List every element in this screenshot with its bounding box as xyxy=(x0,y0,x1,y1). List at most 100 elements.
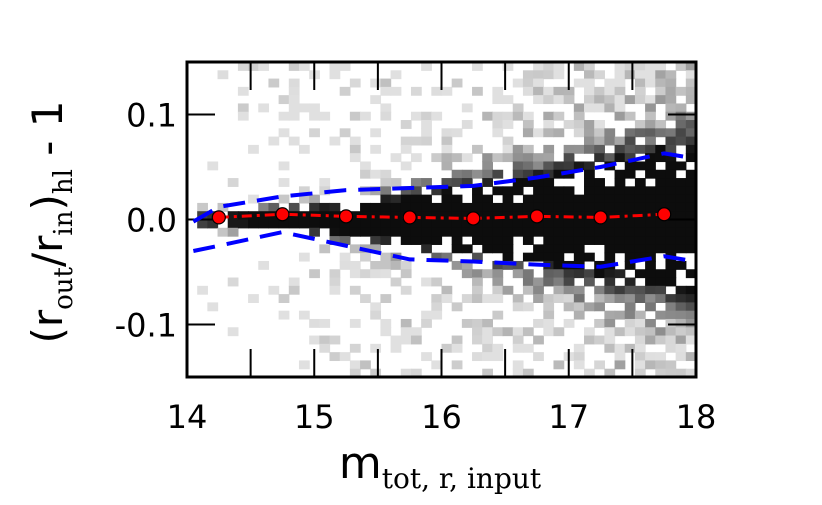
heatmap-cell xyxy=(614,211,626,221)
heatmap-cell xyxy=(645,120,656,129)
heatmap-cell xyxy=(451,153,463,163)
heatmap-cell xyxy=(512,186,524,196)
heatmap-cell xyxy=(685,327,696,337)
heatmap-cell xyxy=(421,236,432,245)
heatmap-cell xyxy=(685,202,696,212)
heatmap-cell xyxy=(634,285,646,295)
heatmap-cell xyxy=(584,194,595,204)
heatmap-cell xyxy=(410,335,422,345)
heatmap-cell xyxy=(370,302,382,312)
heatmap-cell xyxy=(665,153,677,163)
heatmap-cell xyxy=(543,178,555,187)
heatmap-cell xyxy=(248,194,259,204)
heatmap-cell xyxy=(685,269,696,279)
heatmap-cell xyxy=(553,70,565,80)
heatmap-cell xyxy=(461,260,473,270)
heatmap-cell xyxy=(675,285,687,295)
heatmap-cell xyxy=(614,78,626,88)
heatmap-cell xyxy=(512,343,524,353)
median-point xyxy=(338,209,354,224)
heatmap-cell xyxy=(380,103,392,113)
heatmap-cell xyxy=(675,103,687,113)
heatmap-cell xyxy=(482,111,493,121)
heatmap-cell xyxy=(655,327,667,337)
heatmap-cell xyxy=(675,219,687,229)
heatmap-cell xyxy=(634,318,646,328)
heatmap-cell xyxy=(584,335,595,345)
heatmap-cell xyxy=(360,169,371,179)
heatmap-cell xyxy=(563,219,575,229)
heatmap-cell xyxy=(522,153,534,163)
heatmap-cell xyxy=(563,194,575,204)
heatmap-cell xyxy=(614,111,626,121)
heatmap-cell xyxy=(360,252,371,262)
heatmap-cell xyxy=(533,194,544,204)
heatmap-cell xyxy=(573,219,585,229)
heatmap-cell xyxy=(217,227,229,237)
y-axis-label-sub-in: in xyxy=(49,210,79,235)
heatmap-cell xyxy=(533,186,544,196)
heatmap-cell xyxy=(573,144,585,154)
heatmap-cell xyxy=(655,277,667,287)
heatmap-cell xyxy=(665,260,677,270)
heatmap-cell xyxy=(655,153,667,163)
heatmap-cell xyxy=(665,227,677,237)
heatmap-cell xyxy=(685,211,696,221)
heatmap-cell xyxy=(431,186,443,196)
heatmap-cell xyxy=(482,269,493,279)
heatmap-cell xyxy=(258,62,270,71)
heatmap-cell xyxy=(624,111,636,121)
heatmap-cell xyxy=(563,86,575,96)
heatmap-cell xyxy=(309,111,320,121)
heatmap-cell xyxy=(584,252,595,262)
heatmap-cell xyxy=(349,153,361,163)
heatmap-cell xyxy=(533,70,544,80)
heatmap-cell xyxy=(441,153,453,163)
heatmap-cell xyxy=(380,318,392,328)
heatmap-cell xyxy=(645,277,656,287)
heatmap-cell xyxy=(298,219,310,229)
heatmap-cell xyxy=(533,86,544,96)
heatmap-cell xyxy=(634,327,646,337)
heatmap-cell xyxy=(329,236,341,245)
heatmap-cell xyxy=(278,194,290,204)
heatmap-cell xyxy=(522,194,534,204)
heatmap-cell xyxy=(380,219,392,229)
heatmap-cell xyxy=(573,360,585,370)
heatmap-cell xyxy=(451,194,463,204)
heatmap-cell xyxy=(665,335,677,345)
heatmap-cell xyxy=(594,335,605,345)
heatmap-cell xyxy=(248,219,259,229)
heatmap-cell xyxy=(451,335,463,345)
heatmap-cell xyxy=(634,144,646,154)
heatmap-cell xyxy=(502,285,514,295)
heatmap-cell xyxy=(604,244,616,254)
heatmap-cell xyxy=(400,144,412,154)
heatmap-cell xyxy=(685,285,696,295)
heatmap-cell xyxy=(553,360,565,370)
heatmap-cell xyxy=(634,120,646,129)
heatmap-cell xyxy=(543,120,555,129)
heatmap-cell xyxy=(543,202,555,212)
heatmap-cell xyxy=(237,86,249,96)
heatmap-cell xyxy=(370,211,382,221)
heatmap-cell xyxy=(543,194,555,204)
heatmap-cell xyxy=(665,178,677,187)
heatmap-cell xyxy=(512,294,524,303)
heatmap-cell xyxy=(675,327,687,337)
heatmap-cell xyxy=(410,111,422,121)
heatmap-cell xyxy=(563,153,575,163)
heatmap-cell xyxy=(543,219,555,229)
heatmap-cell xyxy=(410,236,422,245)
heatmap-cell xyxy=(431,360,443,370)
heatmap-cell xyxy=(431,219,443,229)
heatmap-cell xyxy=(655,202,667,212)
median-point xyxy=(657,207,672,222)
heatmap-cell xyxy=(431,310,443,320)
heatmap-cell xyxy=(665,318,677,328)
heatmap-cell xyxy=(685,70,696,80)
heatmap-cell xyxy=(594,294,605,303)
heatmap-cell xyxy=(573,343,585,353)
heatmap-cell xyxy=(665,244,677,254)
heatmap-cell xyxy=(543,128,555,138)
